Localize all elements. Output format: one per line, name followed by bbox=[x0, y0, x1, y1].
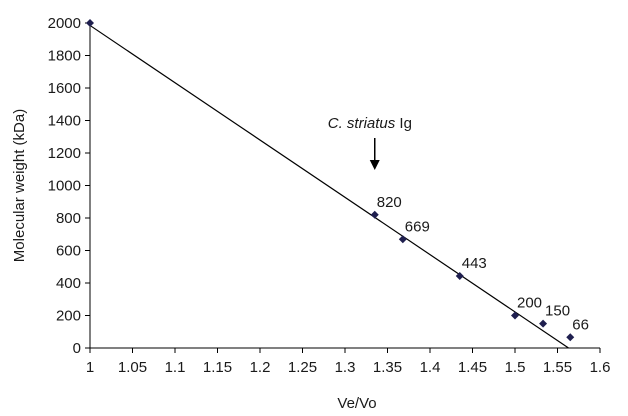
data-point bbox=[566, 333, 575, 342]
data-point bbox=[511, 311, 519, 320]
x-tick-label: 1.3 bbox=[335, 359, 356, 376]
data-points bbox=[86, 19, 575, 342]
point-label: 66 bbox=[572, 316, 589, 333]
x-tick-label: 1.2 bbox=[250, 359, 271, 376]
annotation-regular: Ig bbox=[395, 115, 412, 132]
y-tick-label: 600 bbox=[56, 243, 81, 260]
x-tick-label: 1.35 bbox=[373, 359, 402, 376]
y-axis-ticks: 0 200 400 600 800 1000 1200 1400 1600 1800 2000 bbox=[48, 15, 90, 357]
data-point bbox=[455, 272, 464, 281]
x-axis-title: Ve/Vo bbox=[337, 395, 376, 412]
x-tick-label: 1.5 bbox=[505, 359, 526, 376]
annotation: C. striatus Ig bbox=[328, 115, 412, 170]
trendline bbox=[89, 24, 569, 349]
x-tick-label: 1.15 bbox=[203, 359, 232, 376]
annotation-text: C. striatus Ig bbox=[328, 115, 412, 132]
y-tick-label: 0 bbox=[73, 340, 81, 357]
x-tick-label: 1.4 bbox=[420, 359, 441, 376]
y-tick-label: 1200 bbox=[48, 145, 81, 162]
y-tick-label: 1000 bbox=[48, 178, 81, 195]
point-label: 200 bbox=[517, 295, 542, 312]
data-point bbox=[398, 235, 407, 244]
x-tick-label: 1.25 bbox=[288, 359, 317, 376]
x-tick-label: 1.6 bbox=[590, 359, 611, 376]
y-tick-label: 800 bbox=[56, 210, 81, 227]
point-label: 669 bbox=[405, 218, 430, 235]
y-axis-title: Molecular weight (kDa) bbox=[11, 109, 28, 262]
y-tick-label: 1400 bbox=[48, 113, 81, 130]
x-axis-ticks: 1 1.05 1.1 1.15 1.2 1.25 1.3 1.35 1.4 1.45 1.5 1.55… bbox=[86, 348, 611, 376]
y-tick-label: 1800 bbox=[48, 48, 81, 65]
annotation-arrow-head bbox=[369, 160, 380, 170]
data-point bbox=[370, 210, 379, 219]
point-label: 150 bbox=[545, 303, 570, 320]
x-tick-label: 1.05 bbox=[118, 359, 147, 376]
x-tick-label: 1.55 bbox=[543, 359, 572, 376]
point-label: 820 bbox=[377, 194, 402, 211]
x-tick-label: 1.1 bbox=[165, 359, 186, 376]
data-point bbox=[539, 319, 548, 328]
data-point bbox=[86, 19, 94, 27]
annotation-italic: C. striatus bbox=[328, 115, 396, 132]
y-tick-label: 1600 bbox=[48, 80, 81, 97]
x-tick-label: 1 bbox=[86, 359, 94, 376]
x-tick-label: 1.45 bbox=[458, 359, 487, 376]
y-tick-label: 400 bbox=[56, 275, 81, 292]
point-label: 443 bbox=[462, 255, 487, 272]
y-tick-label: 2000 bbox=[48, 15, 81, 32]
y-tick-label: 200 bbox=[56, 308, 81, 325]
